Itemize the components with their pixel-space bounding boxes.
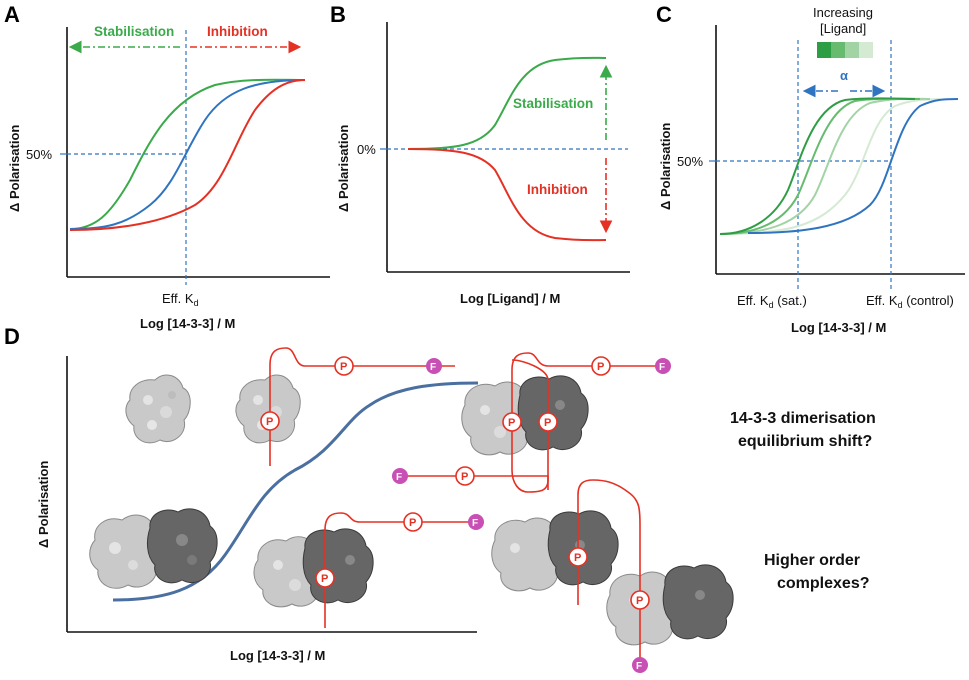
- protein-monomer-free: [125, 374, 191, 444]
- svg-text:P: P: [574, 552, 581, 564]
- tracer-peptide-2: [324, 512, 470, 628]
- panel-d-y-label: Δ Polarisation: [36, 461, 51, 548]
- panel-b-inhibition-label: Inhibition: [527, 182, 588, 197]
- panel-c-sat-label: Eff. Kd (sat.): [737, 293, 807, 310]
- svg-text:P: P: [409, 517, 416, 529]
- panel-c-letter: C: [656, 2, 672, 27]
- panel-a: A Stabilisation Inhibition 50% Eff. Kd L…: [4, 2, 330, 331]
- fluorophore-stars: F F F F F: [392, 358, 671, 673]
- panel-b-red-curve: [407, 148, 607, 242]
- panel-a-y-label: Δ Polarisation: [7, 125, 22, 212]
- panel-b-y-label: Δ Polarisation: [336, 125, 351, 212]
- panel-a-letter: A: [4, 2, 20, 27]
- panel-c-x-label: Log [14-3-3] / M: [791, 320, 886, 335]
- protein-higher-order-complex: [491, 510, 734, 646]
- panel-a-kd-label: Eff. Kd: [162, 291, 199, 308]
- panel-c-curve-1: [719, 97, 916, 235]
- panel-a-50-label: 50%: [26, 147, 52, 162]
- svg-text:F: F: [659, 362, 665, 373]
- svg-text:P: P: [340, 361, 347, 373]
- panel-c-50-label: 50%: [677, 154, 703, 169]
- panel-d-x-label: Log [14-3-3] / M: [230, 648, 325, 663]
- panel-d-binding-curve: [112, 381, 479, 602]
- panel-a-inhibition-label: Inhibition: [207, 24, 268, 39]
- question-complexes-line2: complexes?: [777, 575, 869, 592]
- panel-a-red-curve: [69, 79, 306, 231]
- panel-b-x-label: Log [Ligand] / M: [460, 291, 560, 306]
- question-dimerisation-line1: 14-3-3 dimerisation: [730, 410, 876, 427]
- svg-text:P: P: [461, 471, 468, 483]
- svg-text:P: P: [636, 595, 643, 607]
- panel-c-control-label: Eff. Kd (control): [866, 293, 954, 310]
- panel-b-stabilisation-label: Stabilisation: [513, 96, 593, 111]
- protein-dimer-left-free: [89, 508, 218, 589]
- panel-c: C Increasing [Ligand] 50% α Eff. Kd (sat…: [656, 2, 965, 335]
- panel-c-curve-4: [719, 98, 941, 235]
- svg-text:F: F: [396, 472, 402, 483]
- legend-increasing: Increasing: [813, 5, 873, 20]
- svg-text:P: P: [266, 416, 273, 428]
- svg-text:F: F: [430, 362, 436, 373]
- panel-b-zero-label: 0%: [357, 142, 376, 157]
- svg-text:F: F: [636, 661, 642, 672]
- panel-b: B 0% Stabilisation Inhibition Log [Ligan…: [330, 2, 630, 306]
- question-dimerisation-line2: equilibrium shift?: [738, 433, 872, 450]
- svg-text:P: P: [508, 417, 515, 429]
- phospho-circles: P P P P P P P P P P: [260, 356, 650, 610]
- svg-text:F: F: [472, 518, 478, 529]
- tracer-peptide-1: [269, 347, 455, 466]
- protein-dimer-double-bound: [461, 375, 589, 456]
- panel-a-stabilisation-label: Stabilisation: [94, 24, 174, 39]
- panel-a-green-curve: [69, 78, 306, 230]
- svg-text:P: P: [597, 361, 604, 373]
- protein-dimer-bound: [253, 528, 374, 608]
- panel-c-y-label: Δ Polarisation: [658, 123, 673, 210]
- svg-text:P: P: [321, 573, 328, 585]
- protein-monomer-bound: [235, 374, 301, 444]
- panel-a-x-label: Log [14-3-3] / M: [140, 316, 235, 331]
- panel-b-green-curve: [407, 56, 607, 150]
- panel-a-blue-curve: [69, 79, 306, 230]
- panel-c-control-curve: [747, 98, 959, 234]
- question-complexes-line1: Higher order: [764, 552, 860, 569]
- panel-d-letter: D: [4, 324, 20, 349]
- tracer-peptide-4: [577, 479, 641, 664]
- panel-d: D Log [14-3-3] / M Δ Polarisation: [4, 324, 876, 673]
- panel-b-letter: B: [330, 2, 346, 27]
- legend-ligand: [Ligand]: [820, 21, 866, 36]
- svg-text:P: P: [544, 417, 551, 429]
- alpha-label: α: [840, 68, 848, 83]
- ligand-gradient-bar: [817, 42, 873, 58]
- tracer-peptide-3: [405, 352, 660, 493]
